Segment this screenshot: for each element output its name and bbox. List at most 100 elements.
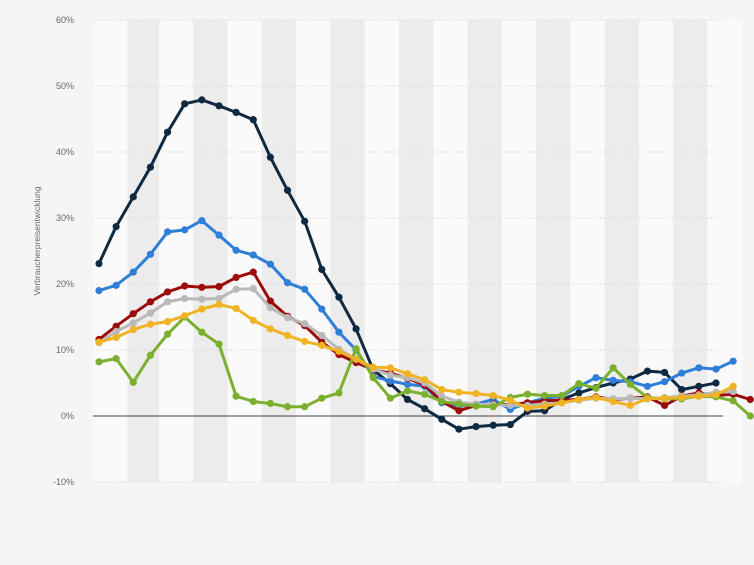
data-point xyxy=(558,391,566,400)
data-point xyxy=(729,357,737,365)
data-point xyxy=(181,312,189,320)
column-band xyxy=(261,20,297,482)
data-point xyxy=(249,268,257,276)
data-point xyxy=(129,378,137,386)
data-point xyxy=(403,380,412,388)
data-point xyxy=(301,285,309,293)
data-point xyxy=(643,367,652,375)
data-point xyxy=(626,380,634,388)
column-band xyxy=(158,20,194,482)
data-point xyxy=(403,370,412,378)
data-point xyxy=(660,394,669,402)
y-tick-label: 50% xyxy=(56,81,74,91)
data-point xyxy=(181,282,189,290)
data-point xyxy=(678,386,686,394)
data-point xyxy=(95,287,103,295)
y-tick-label: 0% xyxy=(61,411,74,421)
data-point xyxy=(266,260,274,268)
data-point xyxy=(506,396,514,404)
data-point xyxy=(541,391,549,400)
data-point xyxy=(198,295,206,303)
data-point xyxy=(181,294,189,303)
data-point xyxy=(146,298,155,306)
data-point xyxy=(318,331,326,340)
data-point xyxy=(266,304,274,312)
data-point xyxy=(660,378,669,386)
column-band xyxy=(193,20,228,482)
y-tick-label: 40% xyxy=(56,147,74,157)
data-point xyxy=(198,96,206,104)
y-tick-label: 10% xyxy=(56,345,74,355)
data-point xyxy=(643,382,652,390)
column-band xyxy=(673,20,708,482)
data-point xyxy=(455,400,463,408)
column-band xyxy=(433,20,468,482)
data-point xyxy=(403,387,412,395)
data-point xyxy=(146,309,155,317)
data-point xyxy=(712,391,720,399)
data-point xyxy=(146,320,155,328)
data-point xyxy=(558,399,566,407)
data-point xyxy=(232,285,240,293)
data-point xyxy=(386,377,394,385)
data-point xyxy=(232,304,240,313)
data-point xyxy=(352,345,360,353)
data-point xyxy=(592,374,600,382)
y-axis-label: Verbraucherpreisentwicklung xyxy=(32,186,42,295)
data-point xyxy=(712,365,720,373)
data-point xyxy=(335,347,343,355)
data-point xyxy=(438,415,446,423)
data-point xyxy=(181,226,189,234)
data-point xyxy=(163,128,172,136)
data-point xyxy=(472,389,480,398)
data-point xyxy=(575,389,583,397)
data-point xyxy=(249,285,257,293)
data-point xyxy=(678,393,686,402)
data-point xyxy=(249,316,257,324)
data-point xyxy=(249,251,257,259)
data-point xyxy=(455,407,463,415)
data-point xyxy=(421,405,429,413)
data-point xyxy=(523,390,532,398)
data-point xyxy=(198,283,206,291)
data-point xyxy=(283,314,292,322)
data-point xyxy=(215,102,223,110)
data-point xyxy=(198,305,206,313)
data-point xyxy=(232,246,240,254)
column-band xyxy=(604,20,639,482)
data-point xyxy=(609,397,617,406)
data-point xyxy=(283,186,292,194)
data-point xyxy=(112,354,120,363)
data-point xyxy=(695,392,703,400)
data-point xyxy=(129,193,137,201)
data-point xyxy=(266,297,274,305)
data-point xyxy=(112,322,120,330)
data-point xyxy=(181,100,189,108)
data-point xyxy=(318,341,326,349)
column-band xyxy=(467,20,502,482)
data-point xyxy=(506,420,514,429)
data-point xyxy=(266,325,274,333)
data-point xyxy=(695,364,703,372)
data-point xyxy=(146,250,155,258)
data-point xyxy=(95,338,103,346)
data-point xyxy=(438,397,446,406)
data-point xyxy=(129,325,137,334)
series-6 xyxy=(95,300,737,412)
column-band xyxy=(364,20,399,482)
data-point xyxy=(112,222,120,231)
data-point xyxy=(215,300,223,309)
y-tick-label: 30% xyxy=(56,213,74,223)
data-point xyxy=(489,421,497,429)
data-point xyxy=(163,298,172,306)
gridlines xyxy=(93,19,723,483)
data-point xyxy=(163,318,172,326)
data-point xyxy=(301,320,309,328)
data-point xyxy=(335,389,343,397)
data-point xyxy=(712,379,720,387)
data-point xyxy=(695,382,703,390)
data-point xyxy=(438,392,446,400)
data-point xyxy=(643,395,652,403)
data-point xyxy=(523,404,532,412)
